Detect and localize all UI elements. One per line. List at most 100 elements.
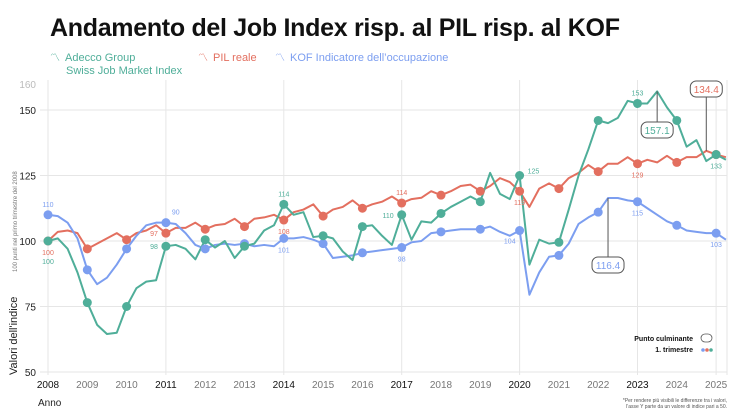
- q1-point: [318, 239, 328, 249]
- x-tick-label: 2009: [76, 380, 99, 391]
- x-tick-label: 2010: [115, 380, 138, 391]
- data-label: 100: [42, 259, 54, 266]
- data-label: 114: [278, 191, 289, 198]
- q1-point: [318, 231, 328, 241]
- data-label: 100: [42, 250, 54, 257]
- q1-point: [593, 207, 603, 217]
- data-label: 114: [396, 190, 407, 197]
- data-label: 90: [172, 210, 180, 217]
- data-label: 98: [150, 244, 158, 251]
- q1-point: [200, 244, 210, 254]
- data-label: 110: [383, 213, 394, 220]
- q1-point: [279, 215, 289, 225]
- line-icon: 〽: [50, 53, 60, 64]
- q1-point: [711, 150, 721, 160]
- legend-q1-dot-icon: [709, 348, 713, 352]
- data-label: 110: [42, 202, 53, 209]
- x-tick-label: 2024: [666, 380, 689, 391]
- q1-point: [240, 222, 249, 232]
- data-label: 115: [632, 211, 643, 218]
- data-label: 108: [278, 229, 290, 236]
- x-tick-label: 2011: [155, 380, 177, 391]
- x-tick-label: 2023: [626, 380, 649, 391]
- q1-point: [436, 190, 446, 200]
- q1-point: [554, 237, 564, 247]
- x-tick-label: 2021: [548, 380, 571, 391]
- x-tick-label: 2016: [351, 380, 374, 391]
- q1-point: [397, 243, 407, 253]
- data-label: 97: [150, 231, 158, 238]
- q1-point: [397, 210, 407, 220]
- y-tick-label: 75: [25, 303, 37, 314]
- legend-q1-dot-icon: [701, 348, 705, 352]
- legend-peak-label: Punto culminante: [634, 336, 693, 343]
- footnote: *Per rendere più visibili le differenze …: [622, 398, 727, 410]
- q1-point: [633, 98, 642, 108]
- q1-point: [515, 171, 525, 180]
- peak-box: [640, 121, 674, 139]
- x-tick-label: 2025: [705, 380, 728, 391]
- q1-point: [672, 115, 682, 125]
- series-line: [47, 149, 727, 250]
- data-label: 119: [514, 200, 525, 207]
- q1-point: [122, 235, 132, 245]
- y-axis-label: Valori dell'indice: [8, 297, 20, 375]
- x-tick-label: 2013: [233, 380, 256, 391]
- x-tick-label: 2017: [391, 380, 414, 391]
- q1-point: [357, 222, 367, 232]
- q1-point: [161, 241, 171, 251]
- peak-value: 134.4: [694, 85, 719, 96]
- series-line: [47, 90, 727, 336]
- q1-point: [593, 167, 603, 177]
- q1-point: [161, 228, 171, 238]
- data-label: 98: [398, 257, 406, 264]
- x-tick-label: 2014: [273, 380, 296, 391]
- q1-point: [240, 241, 249, 251]
- peak-value: 157.1: [645, 126, 670, 137]
- data-label: 153: [632, 90, 644, 97]
- legend-item-pil: 〽 PIL reale: [198, 52, 257, 64]
- q1-point: [200, 235, 210, 245]
- q1-point: [633, 159, 642, 169]
- y-tick-label: 160: [19, 80, 36, 91]
- q1-point: [357, 203, 367, 213]
- data-label: 129: [632, 173, 644, 180]
- q1-point: [672, 157, 682, 167]
- q1-point: [436, 227, 446, 237]
- y-tick-label: 50: [25, 368, 37, 379]
- line-icon: 〽: [275, 53, 285, 64]
- y-tick-label: 150: [19, 106, 36, 117]
- legend-item-adecco: 〽 Adecco Group Swiss Job Market Index: [50, 52, 183, 77]
- data-label: 125: [528, 169, 540, 176]
- q1-point: [82, 244, 92, 254]
- q1-point: [122, 244, 132, 254]
- q1-point: [475, 186, 485, 196]
- peak-value: 116.4: [596, 261, 621, 272]
- q1-point: [318, 211, 328, 221]
- q1-point: [593, 115, 603, 125]
- q1-point: [554, 184, 564, 194]
- q1-point: [279, 233, 289, 243]
- q1-point: [43, 210, 53, 220]
- x-tick-label: 2018: [430, 380, 453, 391]
- y-axis-sublabel: 100 punti nel primo trimestre del 2008: [13, 171, 19, 272]
- peak-box: [689, 80, 723, 98]
- q1-point: [43, 236, 53, 246]
- legend-item-kof: 〽 KOF Indicatore dell’occupazione: [275, 52, 449, 64]
- q1-point: [357, 248, 367, 258]
- line-icon: 〽: [198, 53, 208, 64]
- q1-point: [515, 186, 525, 196]
- q1-point: [436, 208, 446, 218]
- q1-point: [397, 198, 407, 208]
- x-tick-label: 2008: [37, 380, 60, 391]
- q1-point: [475, 197, 485, 207]
- x-tick-label: 2019: [469, 380, 492, 391]
- data-label: 101: [278, 247, 290, 254]
- q1-point: [82, 298, 92, 308]
- x-axis-label: Anno: [38, 398, 62, 409]
- q1-point: [633, 197, 642, 207]
- q1-point: [122, 302, 132, 311]
- q1-point: [711, 228, 721, 238]
